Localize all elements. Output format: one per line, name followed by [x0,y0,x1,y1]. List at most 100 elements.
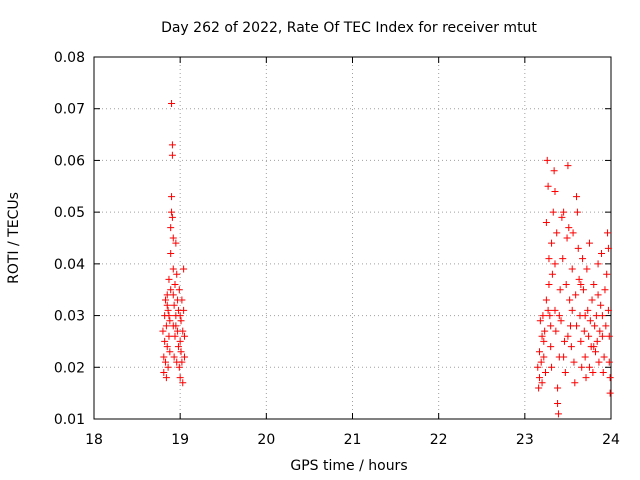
data-point [535,348,543,356]
data-point [171,281,179,289]
data-point [582,374,590,382]
data-point [170,301,178,309]
data-point [179,379,187,387]
data-point [535,374,543,382]
data-point [585,239,593,247]
data-point [535,384,543,392]
data-point [577,281,585,289]
data-point [581,312,589,320]
data-point [543,156,551,164]
data-point [542,218,550,226]
data-point [551,306,559,314]
data-point [554,399,562,407]
data-point [593,337,601,345]
data-point [162,374,170,382]
data-point [583,265,591,273]
data-point [177,317,185,325]
data-point [180,332,188,340]
data-point [176,312,184,320]
data-point [539,312,547,320]
data-point [560,208,568,216]
y-tick-label: 0.07 [54,102,85,118]
y-tick-label: 0.02 [54,360,85,376]
data-point [603,270,611,278]
data-point [554,384,562,392]
data-point [175,363,183,371]
x-tick-label: 21 [344,432,362,448]
data-point [597,301,605,309]
data-point [163,343,171,351]
y-axis-title: ROTI / TECUs [6,192,22,284]
data-point [167,224,175,232]
data-point [548,270,556,278]
data-point [572,291,580,299]
data-point [545,281,553,289]
y-tick-label: 0.08 [54,50,85,66]
data-point [548,239,556,247]
data-point [605,332,613,340]
data-point [551,260,559,268]
data-point [565,224,573,232]
data-point [577,337,585,345]
data-point [177,348,185,356]
data-point [591,322,599,330]
data-point [173,270,181,278]
data-point [165,275,173,283]
data-point [560,337,568,345]
data-point [551,187,559,195]
data-point [581,353,589,361]
data-point [169,291,177,299]
data-point [566,296,574,304]
x-tick-label: 20 [257,432,275,448]
x-axis-title: GPS time / hours [290,458,407,474]
data-point [541,327,549,335]
data-point [588,296,596,304]
data-point [168,193,176,201]
x-tick-label: 22 [430,432,448,448]
data-point [544,182,552,190]
data-point [161,337,169,345]
data-point [596,327,604,335]
data-point [180,306,188,314]
data-point [168,151,176,159]
data-point [550,167,558,175]
data-point [579,286,587,294]
data-point [164,363,172,371]
data-point [552,327,560,335]
data-point [164,306,172,314]
data-point [580,327,588,335]
data-point [166,317,174,325]
data-point [170,353,178,361]
data-point [544,306,552,314]
data-point [176,337,184,345]
data-point [585,332,593,340]
data-point [604,306,612,314]
data-point [606,374,614,382]
data-point [567,322,575,330]
data-point [180,353,188,361]
x-tick-label: 23 [516,432,534,448]
data-point [561,368,569,376]
data-point [595,358,603,366]
data-point [585,363,593,371]
y-tick-label: 0.01 [54,412,85,428]
data-point [556,286,564,294]
data-point [571,379,579,387]
chart-title: Day 262 of 2022, Rate Of TEC Index for r… [161,20,537,36]
data-point [545,255,553,263]
data-point [546,312,554,320]
data-point [564,162,572,170]
data-point [162,322,170,330]
data-point [167,250,175,258]
data-point [179,327,187,335]
data-point [554,410,562,418]
x-tick-label: 24 [602,432,620,448]
data-point [547,343,555,351]
y-tick-label: 0.03 [54,309,85,325]
data-point [598,332,606,340]
data-point [178,358,186,366]
data-point [538,332,546,340]
data-point [564,332,572,340]
data-point [176,374,184,382]
data-point [573,322,581,330]
